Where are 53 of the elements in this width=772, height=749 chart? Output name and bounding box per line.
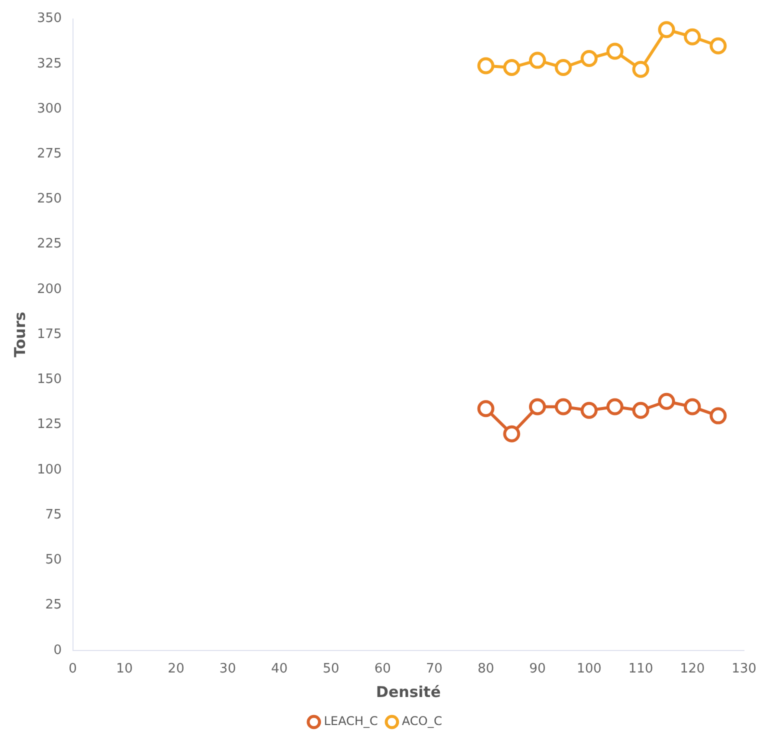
point [658, 21, 676, 38]
x-tick-label: 30 [219, 662, 236, 677]
x-tick-label: 70 [426, 662, 442, 677]
y-tick-label: 50 [45, 552, 62, 568]
x-tick-label: 80 [478, 662, 494, 677]
x-tick-label: 40 [271, 662, 288, 677]
point [528, 398, 546, 416]
point [710, 407, 727, 424]
point [580, 50, 598, 67]
point [554, 398, 572, 416]
x-tick-label: 100 [576, 662, 602, 677]
y-tick-label: 250 [36, 192, 62, 207]
point [503, 59, 520, 76]
y-tick-label: 25 [45, 598, 62, 613]
x-tick-label: 50 [322, 662, 340, 677]
point [580, 402, 598, 419]
y-tick-label: 200 [36, 282, 62, 297]
legend-label: ACO_C [402, 714, 442, 728]
y-tick-label: 125 [36, 417, 62, 432]
y-tick-label: 350 [36, 11, 62, 26]
x-tick-label: 10 [116, 662, 133, 677]
point [684, 28, 701, 46]
x-tick-label: 120 [680, 662, 705, 677]
y-tick-label: 100 [36, 462, 62, 478]
point [528, 52, 546, 69]
y-tick-label: 300 [36, 101, 62, 116]
point [658, 392, 676, 410]
x-tick-label: 130 [732, 662, 756, 677]
y-axis-title: Tours [10, 312, 29, 358]
y-tick-label: 325 [36, 56, 62, 72]
y-tick-label: 175 [36, 326, 62, 342]
point [632, 402, 650, 419]
x-tick-label: 60 [374, 662, 391, 677]
x-tick-label: 110 [628, 662, 654, 677]
y-tick-label: 150 [36, 372, 62, 388]
point [477, 57, 494, 74]
y-tick-label: 225 [36, 236, 62, 252]
y-tick-label: 0 [54, 642, 62, 658]
y-tick-label: 75 [45, 507, 62, 522]
x-tick-label: 0 [68, 662, 77, 677]
x-axis-title: Densité [376, 682, 441, 701]
point [606, 398, 624, 416]
point [684, 398, 701, 416]
point [632, 60, 650, 78]
x-tick-label: 90 [529, 662, 546, 677]
point [554, 59, 572, 76]
point [477, 400, 494, 418]
point [503, 425, 520, 442]
point [710, 37, 727, 54]
x-tick-label: 20 [168, 662, 184, 677]
point [606, 42, 624, 60]
legend-label: LEACH_C [324, 714, 378, 728]
y-tick-label: 275 [36, 146, 62, 162]
